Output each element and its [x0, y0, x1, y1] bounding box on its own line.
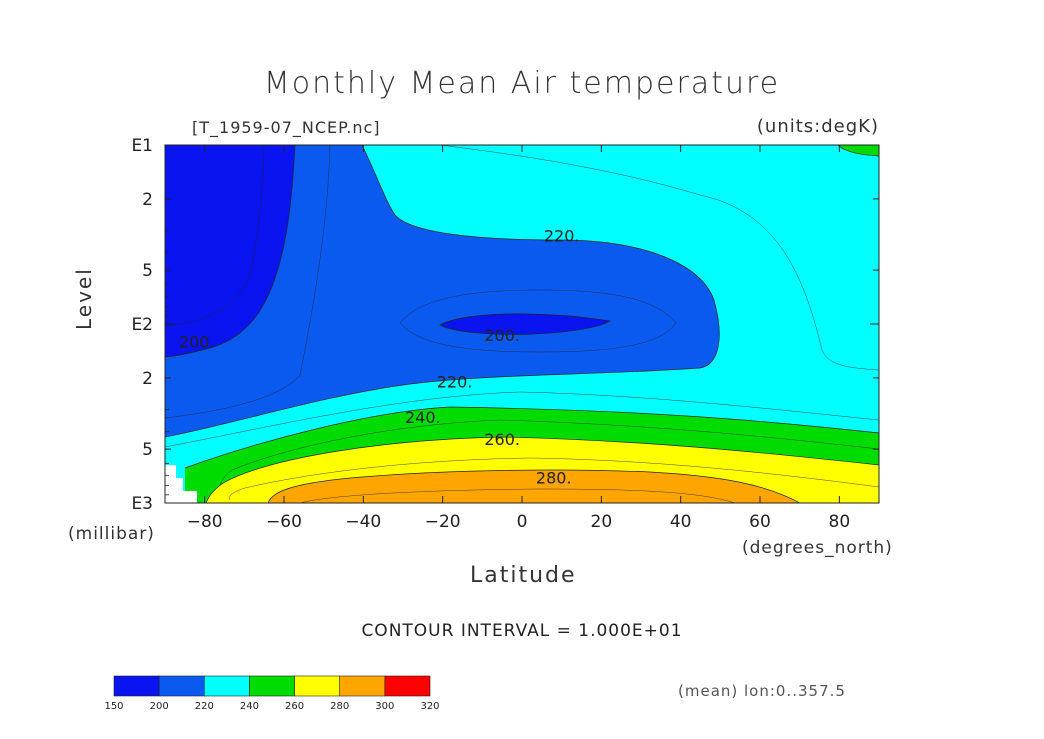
contour-line [267, 469, 801, 503]
missing-data-patch [165, 465, 197, 503]
y-tick-label: 2 [142, 369, 153, 389]
contour-labels: 220. 200. 200. 220. 240. 260. 280. [179, 226, 580, 487]
colorbar-tick-label: 240 [240, 701, 259, 712]
region-150-200-equatorial [440, 313, 610, 335]
x-tick-label: 0 [517, 512, 528, 532]
colorbar-swatch [339, 675, 386, 697]
contour-line [184, 406, 879, 469]
y-axis-units: (millibar) [68, 524, 155, 544]
x-tick-label: −60 [266, 512, 302, 532]
colorbar-tick-label: 220 [195, 701, 214, 712]
colorbar-swatch [384, 675, 431, 697]
y-tick-label: E3 [131, 494, 153, 514]
colorbar-tick-label: 320 [420, 701, 439, 712]
x-axis-units: (degrees_north) [742, 538, 893, 558]
y-tick-label: 5 [142, 261, 153, 281]
colorbar-swatch [113, 675, 160, 697]
x-tick-label: −40 [345, 512, 381, 532]
colorbar-swatch [158, 675, 205, 697]
contour-fill-group [165, 145, 879, 503]
colorbar-tick-label: 300 [375, 701, 394, 712]
contour-line [165, 145, 296, 358]
x-axis: −80 −60 −40 −20 0 20 40 60 80 [187, 145, 850, 532]
minor-contour [165, 391, 879, 448]
contour-label: 220. [437, 373, 473, 392]
y-tick-label: E2 [131, 315, 153, 335]
contour-lines [165, 145, 879, 503]
minor-contour [165, 145, 331, 419]
dataset-label: [T_1959-07_NCEP.nc] [192, 118, 381, 137]
contour-line [837, 145, 879, 157]
contour-line [439, 313, 612, 335]
x-axis-label: Latitude [470, 563, 577, 588]
x-tick-label: 40 [670, 512, 692, 532]
colorbar-swatch [249, 675, 295, 697]
colorbar: 150 200 220 240 260 280 300 320 [104, 675, 440, 712]
minor-contours [165, 145, 879, 503]
contour-line [205, 436, 879, 503]
colorbar-tick-label: 150 [104, 701, 123, 712]
colorbar-swatch [294, 675, 341, 697]
colorbar-tick-label: 280 [330, 701, 349, 712]
region-240-260-corner [838, 145, 879, 156]
minor-contour [165, 145, 265, 327]
region-200-220 [165, 145, 720, 437]
x-tick-label: −20 [425, 512, 461, 532]
contour-interval: CONTOUR INTERVAL = 1.000E+01 [361, 621, 683, 641]
minor-contour [229, 457, 879, 501]
region-150-200-polar [165, 145, 295, 357]
colorbar-tick-label: 260 [285, 701, 304, 712]
x-tick-label: 60 [749, 512, 771, 532]
units-label: (units:degK) [756, 116, 879, 137]
minor-contour [219, 419, 879, 486]
region-280-300 [268, 470, 800, 503]
chart-title: Monthly Mean Air temperature [263, 66, 781, 101]
colorbar-swatch [203, 675, 250, 697]
minor-contour [439, 145, 879, 371]
contour-line [165, 145, 720, 438]
colorbar-tick-label: 200 [150, 701, 169, 712]
x-tick-label: 20 [591, 512, 613, 532]
contour-label: 200. [484, 326, 520, 345]
x-tick-label: −80 [187, 512, 223, 532]
averaging-note: (mean) lon:0..357.5 [678, 682, 846, 700]
contour-label: 220. [544, 226, 580, 245]
minor-contour [399, 289, 677, 353]
contour-label: 200. [179, 332, 215, 351]
y-tick-label: 2 [142, 190, 153, 210]
y-tick-label: E1 [131, 136, 153, 156]
contour-label: 280. [536, 468, 572, 487]
contour-label: 260. [484, 430, 520, 449]
x-tick-label: 80 [829, 512, 851, 532]
contour-label: 240. [405, 408, 441, 427]
y-axis: E1 2 5 E2 2 5 E3 [131, 136, 879, 514]
y-tick-label: 5 [142, 440, 153, 460]
